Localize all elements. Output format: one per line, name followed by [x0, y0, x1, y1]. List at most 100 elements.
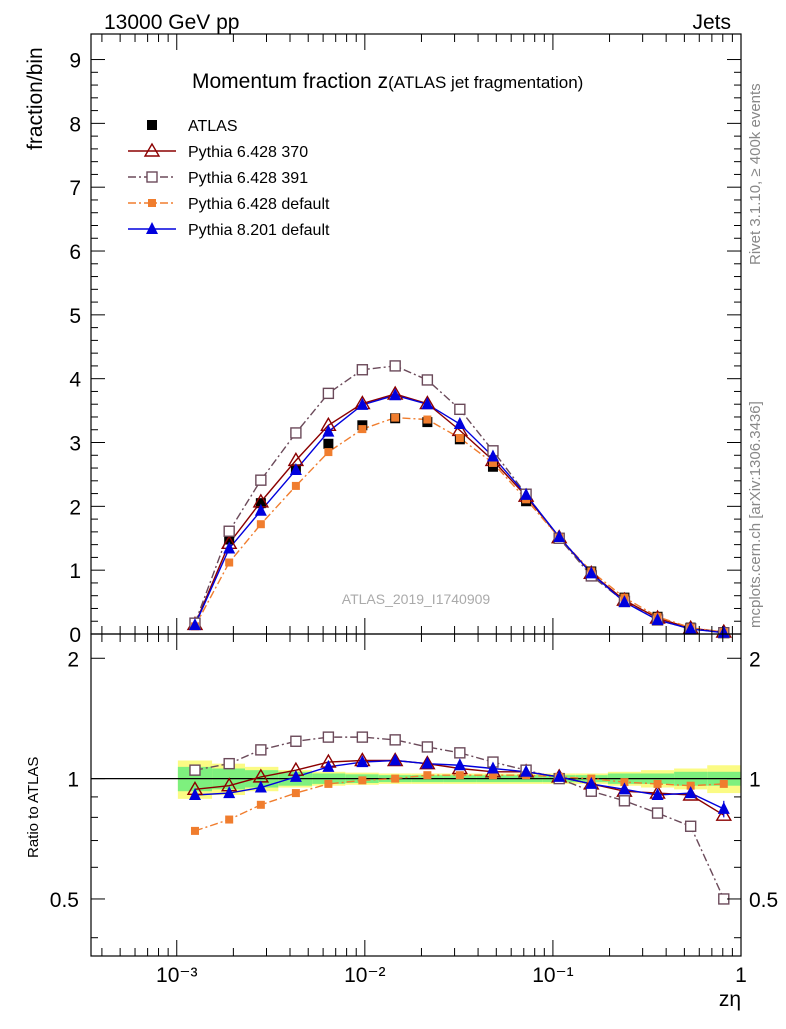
x-tick-label: 10⁻³: [156, 964, 197, 987]
ratio-point-3-1: [225, 815, 234, 824]
point-4-14: [651, 612, 664, 625]
ratio-point-4-6: [389, 753, 402, 766]
x-tick-label: 1: [735, 964, 747, 987]
y-tick-label: 4: [69, 369, 81, 392]
y-tick-label: 3: [69, 433, 81, 456]
point-3-6: [391, 413, 400, 422]
y-tick-label: 6: [69, 241, 81, 264]
ratio-point-4-12: [585, 776, 598, 789]
point-4-11: [553, 529, 566, 542]
point-4-6: [389, 388, 402, 401]
x-axis-label: zη: [719, 988, 741, 1011]
point-0-2: [255, 498, 266, 509]
legend-label-4: Pythia 8.201 default: [188, 222, 330, 239]
ratio-point-3-14: [653, 779, 662, 788]
point-3-7: [423, 415, 432, 424]
point-2-6: [389, 360, 401, 372]
tick-labels: 0 1 2 3 4 5 6 7 8 9 0.5 0.5 1 1 2 2 10⁻³ 10⁻² 10⁻¹ 1: [50, 50, 778, 987]
point-2-3: [290, 427, 302, 439]
legend-marker-2: [146, 171, 158, 183]
ratio-point-3-7: [423, 771, 432, 780]
y-tick-label: 7: [69, 177, 81, 200]
ratio-point-2-3: [290, 735, 302, 747]
ratio-point-2-7: [421, 741, 434, 753]
ratio-point-3-6: [391, 774, 400, 783]
ratio-point-4-2: [254, 780, 267, 793]
legend-marker-0: [147, 120, 157, 130]
ratio-point-2-4: [322, 731, 335, 743]
point-4-10: [520, 487, 533, 500]
ratio-tick-label: 1: [67, 769, 79, 792]
ratio-point-4-5: [356, 755, 369, 768]
point-0-1: [224, 534, 235, 545]
point-4-9: [486, 449, 499, 462]
ratio-tick-label-right: 2: [749, 648, 761, 671]
header-left: 13000 GeV pp: [104, 11, 239, 34]
header-right: Jets: [692, 11, 731, 34]
ratio-point-2-2: [255, 744, 267, 756]
mcplots-label: mcplots.cern.ch [arXiv:1306.3436]: [747, 401, 764, 628]
point-4-8: [453, 417, 466, 429]
legend-label-1: Pythia 6.428 370: [188, 144, 308, 161]
y-tick-label: 0: [69, 624, 81, 647]
point-3-4: [324, 448, 333, 457]
ratio-point-3-4: [324, 779, 333, 788]
ratio-point-2-8: [454, 747, 466, 759]
ratio-line-2: [194, 736, 725, 900]
point-4-2: [254, 503, 267, 516]
ratio-point-4-9: [486, 761, 499, 774]
ratio-point-2-13: [618, 795, 631, 807]
point-4-13: [618, 595, 631, 608]
ratio-point-4-15: [684, 786, 697, 799]
ratio-point-2-0: [189, 764, 201, 776]
ratio-point-4-14: [651, 787, 664, 800]
ratio-point-3-5: [358, 776, 367, 785]
legend: ATLAS Pythia 6.428 370 Pythia 6.428 391 Pyt…: [128, 118, 330, 239]
ratio-point-3-13: [620, 778, 629, 787]
y-axis-label: fraction/bin: [24, 47, 47, 150]
ratio-point-4-1: [223, 786, 236, 799]
point-3-1: [225, 558, 234, 567]
point-0-4: [323, 438, 334, 449]
ratio-point-4-7: [421, 756, 434, 769]
series-markers: [186, 360, 733, 905]
ratio-point-2-5: [356, 731, 369, 743]
ratio-axis-label: Ratio to ATLAS: [25, 757, 42, 858]
ratio-frame: [90, 633, 742, 957]
point-3-2: [256, 520, 265, 529]
series-line-3: [194, 416, 724, 633]
point-2-4: [322, 387, 335, 400]
point-4-7: [421, 397, 434, 410]
legend-marker-4: [146, 222, 158, 234]
point-4-12: [585, 566, 598, 579]
ratio-point-4-0: [188, 787, 201, 800]
axes: [90, 33, 742, 957]
point-4-0: [188, 618, 201, 631]
legend-marker-3: [148, 199, 156, 207]
ratio-point-4-11: [553, 769, 566, 782]
legend-label-2: Pythia 6.428 391: [188, 170, 308, 187]
ratio-point-1-16: [715, 806, 733, 821]
legend-label-0: ATLAS: [188, 118, 238, 135]
point-4-1: [223, 541, 236, 554]
point-3-9: [488, 458, 497, 467]
y-tick-label: 8: [69, 113, 81, 136]
point-4-3: [289, 462, 302, 475]
ratio-point-3-2: [256, 800, 265, 809]
y-tick-label: 1: [69, 560, 81, 583]
point-2-1: [223, 525, 235, 537]
ratio-tick-label: 2: [67, 648, 79, 671]
x-tick-label: 10⁻²: [344, 964, 385, 987]
ratio-tick-label-right: 1: [749, 769, 761, 792]
ratio-point-2-1: [223, 757, 235, 770]
y-tick-label: 5: [69, 305, 81, 328]
ratio-tick-label: 0.5: [50, 889, 79, 912]
ratio-point-4-4: [322, 759, 335, 772]
x-tick-label: 10⁻¹: [532, 964, 573, 987]
ratio-point-3-15: [686, 781, 695, 790]
chart-title: Momentum fraction z(ATLAS jet fragmentat…: [192, 70, 583, 93]
point-4-15: [684, 621, 697, 634]
